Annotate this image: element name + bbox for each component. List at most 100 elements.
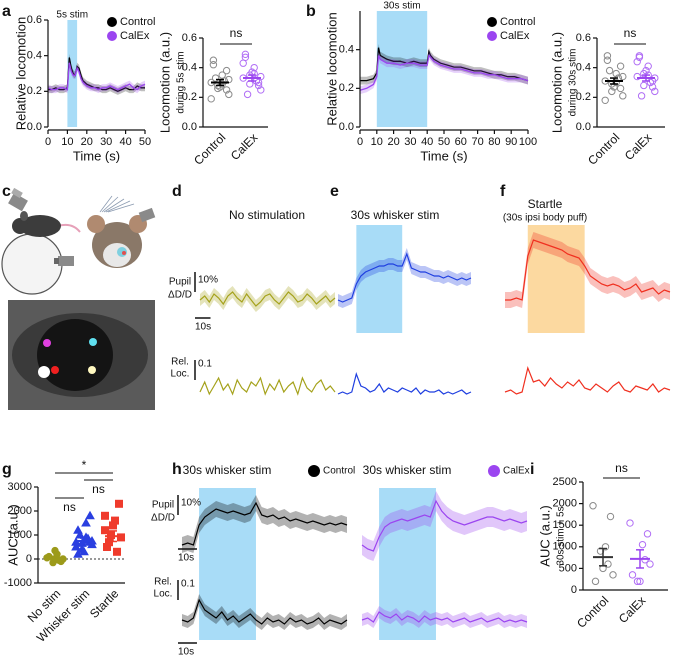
y-tick-label: 0.4: [576, 62, 591, 74]
panel-title: 30s whisker stim: [363, 463, 452, 477]
x-tick-label: 0: [357, 136, 363, 148]
data-point: [638, 540, 647, 549]
legend-marker: [488, 465, 500, 477]
data-point: [601, 96, 609, 105]
scale-label: 10%: [198, 275, 218, 286]
illustration: [1, 187, 156, 410]
sem-band: [48, 53, 145, 95]
y-axis-label: AUC (a.u.): [537, 505, 552, 566]
series-line: [47, 62, 146, 91]
y-axis-label: Locomotion (a.u.): [549, 32, 564, 133]
stim-shade: [527, 225, 585, 333]
data-point: [633, 577, 642, 586]
data-point: [225, 90, 233, 99]
scale-label: 0.1: [198, 359, 212, 370]
legend-label: CalEx: [500, 30, 530, 42]
data-point: [603, 56, 612, 64]
data-point: [239, 59, 247, 67]
stim-shade: [356, 225, 403, 333]
sem-band: [182, 495, 347, 553]
panel-subtitle: (30s ipsi body puff): [503, 213, 587, 224]
data-point: [591, 577, 600, 586]
x-tick-label: CalEx: [622, 130, 655, 163]
data-point: [257, 72, 265, 81]
data-point: [619, 92, 627, 100]
stim-shade: [376, 11, 428, 127]
locomotion-trace: [361, 611, 528, 623]
y-tick-label: 0.6: [576, 32, 591, 44]
panel-label: d: [172, 183, 182, 200]
y-tick-label: 0.4: [182, 62, 197, 74]
data-point: [619, 72, 627, 81]
data-point: [589, 502, 597, 510]
data-point: [612, 78, 620, 87]
x-axis-label: Time (s): [420, 148, 467, 163]
data-point: [49, 558, 57, 567]
sem-band: [362, 606, 527, 628]
data-point: [628, 571, 637, 579]
x-tick-label: 50: [139, 136, 151, 148]
data-point: [651, 87, 659, 96]
pupil-trace: [199, 291, 336, 307]
data-point: [243, 90, 252, 99]
data-point: [209, 56, 218, 64]
legend-label: Control: [500, 16, 535, 28]
data-point: [218, 80, 226, 88]
axis-name: Rel.: [154, 577, 172, 588]
y-tick-label: 0.0: [182, 121, 197, 133]
sem-band: [360, 51, 528, 95]
y-tick-label: -1000: [4, 577, 32, 589]
panel-label: g: [2, 461, 12, 478]
axis-name: Loc.: [171, 369, 190, 380]
pupil-trace: [337, 252, 472, 303]
data-point: [640, 81, 648, 90]
panel-label: b: [306, 3, 316, 20]
locomotion-trace: [199, 376, 336, 396]
y-tick-label: 0.2: [27, 85, 42, 97]
significance-label: ns: [230, 26, 243, 40]
sem-band: [362, 491, 527, 561]
x-tick-label: 20: [81, 136, 93, 148]
data-point: [636, 577, 644, 586]
stim-label: 30s stim: [383, 1, 420, 12]
data-point: [637, 92, 646, 100]
data-point: [609, 571, 617, 579]
y-tick-label: 0.6: [27, 14, 42, 26]
significance-label: ns: [615, 461, 628, 475]
series-line: [48, 57, 145, 93]
data-point: [606, 512, 615, 521]
y-tick-label: 2000: [553, 498, 577, 510]
x-tick-label: 20: [387, 136, 399, 148]
y-tick-label: 0.2: [576, 91, 591, 103]
y-tick-label: 1000: [8, 529, 32, 541]
y-tick-label: 1500: [553, 519, 577, 531]
data-point: [101, 511, 109, 520]
data-point: [117, 533, 125, 542]
legend-marker: [107, 17, 117, 27]
x-tick-label: Control: [585, 130, 622, 167]
x-tick-label: 50: [438, 136, 450, 148]
data-point: [250, 69, 258, 78]
data-point: [73, 549, 83, 558]
y-tick-label: 0.4: [27, 50, 42, 62]
data-point: [633, 58, 641, 66]
stim-label: 5s stim: [56, 10, 88, 21]
x-tick-label: Control: [574, 593, 611, 630]
data-point: [633, 72, 641, 81]
data-point: [616, 84, 625, 93]
data-point: [254, 81, 263, 90]
x-tick-label: Control: [191, 130, 228, 167]
data-point: [643, 530, 652, 538]
y-tick-label: 3000: [8, 481, 32, 493]
significance-label: ns: [63, 500, 76, 514]
data-point: [85, 510, 95, 520]
y-tick-label: 0.0: [339, 121, 354, 133]
y-tick-label: 2000: [8, 505, 32, 517]
axis-name: Rel.: [171, 357, 189, 368]
y-axis-sublabel: during 30s stim: [568, 49, 579, 117]
data-point: [604, 560, 612, 568]
significance-label: *: [82, 458, 87, 472]
data-point: [209, 60, 218, 69]
panel-title: 30s whisker stim: [183, 463, 272, 477]
